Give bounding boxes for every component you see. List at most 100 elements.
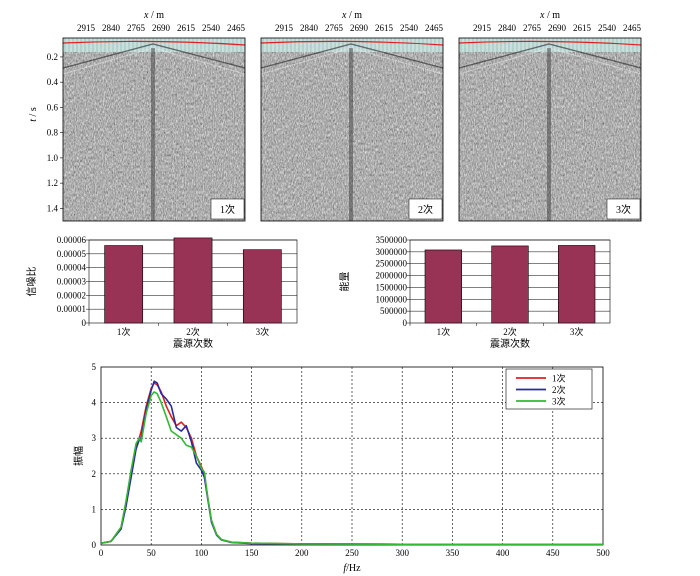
x-tick-label: 2840 xyxy=(498,23,517,33)
x-tick-label: 2465 xyxy=(425,23,444,33)
y-tick-label: 0 xyxy=(403,318,408,328)
y-axis-label: 信噪比 xyxy=(26,267,38,297)
y-tick-label: 0.00005 xyxy=(57,249,87,259)
center-trace xyxy=(151,48,155,221)
y-tick-label: 0 xyxy=(92,540,97,550)
plot-frame xyxy=(458,37,642,222)
y-tick-label: 1500000 xyxy=(376,282,408,292)
y-tick-label: 0.00006 xyxy=(57,235,87,245)
x-tick-label: 100 xyxy=(195,548,209,558)
seismic-panel-2: x / m 2915 2840 2765 2690 2615 2540 2465 2次 xyxy=(260,10,444,222)
first-break-curve xyxy=(260,40,444,46)
y-tick-label: 1.0 xyxy=(47,153,59,163)
y-tick-label: 1.2 xyxy=(47,178,58,188)
direct-wave-2 xyxy=(260,47,444,75)
x-tick-label: 150 xyxy=(245,548,259,558)
x-tick-label: 2615 xyxy=(573,23,592,33)
y-tick-label: 2500000 xyxy=(376,259,408,269)
record-label: 2次 xyxy=(408,198,443,220)
direct-wave-2 xyxy=(458,47,642,75)
x-tick-label: 450 xyxy=(546,548,560,558)
y-tick-label: 0 xyxy=(82,318,87,328)
bar-1 xyxy=(104,245,144,324)
record-label-text: 3次 xyxy=(616,203,631,216)
y-tick-label: 2 xyxy=(92,469,97,479)
y-tick-label: 1.4 xyxy=(47,203,59,213)
y-axis-label: 能量 xyxy=(338,272,351,292)
y-tick-label: 0.4 xyxy=(47,77,59,87)
x-tick-label: 300 xyxy=(395,548,409,558)
x-tick-label: 2915 xyxy=(473,23,492,33)
y-tick-label: 0.2 xyxy=(47,52,58,62)
legend-label: 2次 xyxy=(552,384,566,395)
legend-label: 3次 xyxy=(552,396,566,407)
direct-wave xyxy=(62,43,246,69)
series-line-3 xyxy=(100,391,603,546)
record-label: 1次 xyxy=(210,198,245,220)
x-tick-label: 2765 xyxy=(523,23,542,33)
x-tick-label: 2690 xyxy=(152,23,171,33)
y-tick-label: 2000000 xyxy=(376,271,408,281)
center-trace xyxy=(349,48,353,221)
x-tick-label: 400 xyxy=(496,548,510,558)
y-tick-label: 0.6 xyxy=(47,102,59,112)
y-tick-label: 500000 xyxy=(380,306,408,316)
x-axis-label: x / m xyxy=(539,10,560,21)
x-tick-label: 2540 xyxy=(598,23,617,33)
x-tick-label: 2915 xyxy=(275,23,294,33)
x-tick-label: 2次 xyxy=(186,326,200,337)
record-label-box xyxy=(210,198,245,220)
record-label: 3次 xyxy=(606,198,641,220)
bar-1 xyxy=(424,249,462,324)
x-tick-label: 2615 xyxy=(375,23,394,33)
direct-wave xyxy=(458,43,642,69)
y-tick-label: 3 xyxy=(92,433,97,443)
x-tick-label: 2465 xyxy=(227,23,246,33)
legend-label: 1次 xyxy=(552,373,566,384)
x-tick-label: 2540 xyxy=(400,23,419,33)
y-axis-label: t / s xyxy=(28,107,39,122)
bar-3 xyxy=(242,249,282,324)
y-tick-label: 3000000 xyxy=(376,247,408,257)
record-label-text: 1次 xyxy=(220,203,235,216)
record-label-text: 2次 xyxy=(418,203,433,216)
bar-2 xyxy=(491,245,529,324)
x-tick-label: 250 xyxy=(345,548,359,558)
seismic-traces xyxy=(459,38,641,221)
x-tick-label: 200 xyxy=(295,548,309,558)
y-tick-label: 0.8 xyxy=(47,128,59,138)
plot-frame xyxy=(260,37,444,222)
seismic-panel-3: x / m 2915 2840 2765 2690 2615 2540 2465 3次 xyxy=(458,10,642,222)
seismic-panel-1: x / m 2915 2840 2765 2690 2615 2540 2465 1次 0.2 0.… xyxy=(28,10,246,222)
y-tick-label: 0.00003 xyxy=(57,277,87,287)
y-tick-label: 1000000 xyxy=(376,294,408,304)
x-tick-label: 350 xyxy=(446,548,460,558)
seismic-traces xyxy=(63,38,245,221)
plot-frame xyxy=(62,37,246,222)
seismic-traces xyxy=(261,38,443,221)
first-break-curve xyxy=(458,40,642,46)
snr-bar: 0 0.00001 0.00002 0.00003 0.00004 0.00005 0.00… xyxy=(26,235,298,350)
x-tick-label: 50 xyxy=(147,548,157,558)
y-tick-label: 0.00001 xyxy=(57,304,86,314)
x-tick-label: 2次 xyxy=(503,326,517,337)
x-tick-label: 3次 xyxy=(256,326,270,337)
x-tick-label: 500 xyxy=(596,548,610,558)
y-tick-label: 0.00004 xyxy=(57,263,87,273)
x-tick-label: 2465 xyxy=(623,23,642,33)
x-tick-label: 2765 xyxy=(127,23,146,33)
x-axis-label: x / m xyxy=(341,10,362,21)
x-tick-label: 2615 xyxy=(177,23,196,33)
x-axis-label: x / m xyxy=(143,10,164,21)
y-tick-label: 1 xyxy=(92,504,97,514)
spectrum-chart: 0 50 100 150 200 250 300 350 400 450 500 0 1 2 3 4 5 1次2次… xyxy=(72,362,610,574)
x-tick-label: 2765 xyxy=(325,23,344,33)
direct-wave-2 xyxy=(62,47,246,75)
x-tick-label: 0 xyxy=(99,548,104,558)
y-tick-label: 3500000 xyxy=(376,235,408,245)
x-axis-label: 震源次数 xyxy=(490,337,530,350)
x-axis-label: 震源次数 xyxy=(173,337,213,350)
